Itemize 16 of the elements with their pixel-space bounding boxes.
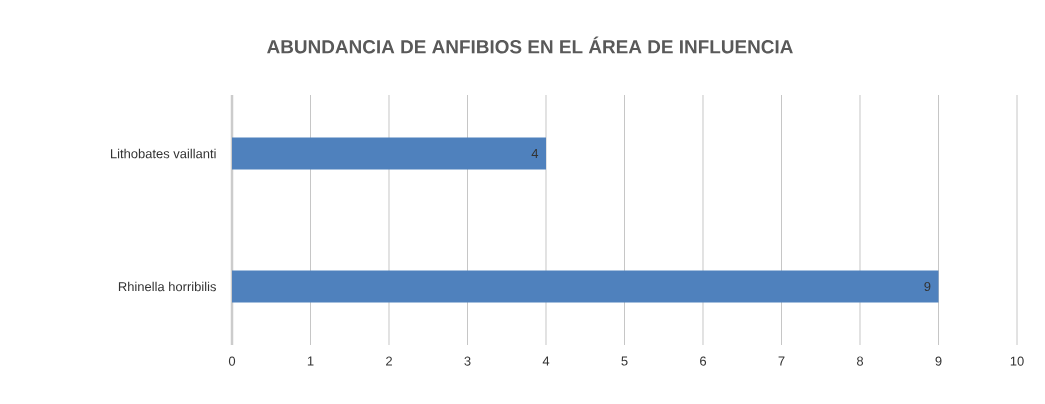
y-tick-label: Lithobates vaillanti (110, 148, 216, 159)
y-tick-label: Rhinella horribilis (118, 281, 216, 292)
x-tick-label: 4 (542, 356, 550, 366)
x-tick-label: 3 (464, 356, 471, 366)
x-tick-label: 0 (228, 356, 236, 366)
x-tick-label: 2 (386, 356, 392, 366)
x-tick-label: 6 (700, 356, 707, 366)
data-label: 4 (531, 149, 539, 158)
x-tick-label: 5 (621, 356, 628, 366)
x-tick-label: 7 (778, 356, 785, 366)
x-tick-label: 8 (856, 356, 864, 366)
data-label: 9 (924, 281, 931, 292)
x-tick-label: 1 (307, 356, 314, 366)
x-tick-label: 10 (1010, 356, 1024, 366)
x-tick-label: 9 (935, 356, 942, 366)
chart-title: ABUNDANCIA DE ANFIBIOS EN EL ÁREA DE INFLUENCIA (267, 36, 793, 54)
